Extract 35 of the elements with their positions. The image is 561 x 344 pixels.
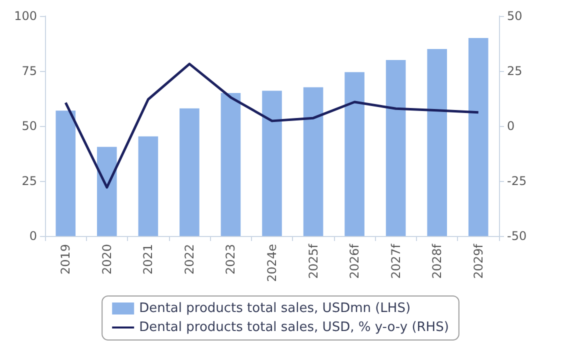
legend-label: Dental products total sales, USD, % y-o-y (RHS): [139, 320, 449, 335]
bar: [97, 146, 117, 236]
y2-tick-label: 0: [507, 119, 515, 133]
bar: [468, 38, 488, 236]
y2-tick-label: -25: [507, 174, 527, 188]
x-tick-label: 2022: [182, 244, 196, 275]
y-tick-label: 25: [22, 174, 37, 188]
bar: [344, 72, 364, 236]
x-tick-label: 2025f: [306, 243, 320, 279]
bar: [56, 110, 76, 236]
bar: [180, 108, 200, 236]
x-tick-label: 2029f: [471, 243, 486, 279]
y-tick-label: 0: [29, 229, 37, 243]
x-tick-label: 2019: [58, 244, 73, 275]
y2-tick-label: -50: [507, 229, 527, 243]
bar: [138, 136, 158, 236]
bar: [220, 93, 241, 236]
x-tick-label: 2023: [224, 244, 238, 275]
x-tick-label: 2028f: [430, 243, 444, 279]
x-tick-label: 2026f: [348, 243, 362, 279]
bar: [303, 87, 324, 236]
bar: [262, 90, 282, 236]
x-tick-label: 2021: [141, 244, 156, 275]
x-tick-label: 2024e: [265, 244, 279, 282]
line-series: [64, 62, 480, 189]
x-tick-label: 2027f: [388, 243, 403, 279]
bar: [386, 60, 406, 236]
bar: [427, 49, 447, 236]
y2-tick-label: 25: [507, 64, 522, 78]
legend-label: Dental products total sales, USDmn (LHS): [139, 301, 411, 316]
y-tick-label: 75: [22, 64, 37, 78]
y2-tick-label: 50: [507, 9, 522, 23]
y-tick-label: 50: [22, 119, 37, 133]
x-tick-label: 2020: [100, 244, 114, 275]
y-tick-label: 100: [14, 9, 37, 23]
